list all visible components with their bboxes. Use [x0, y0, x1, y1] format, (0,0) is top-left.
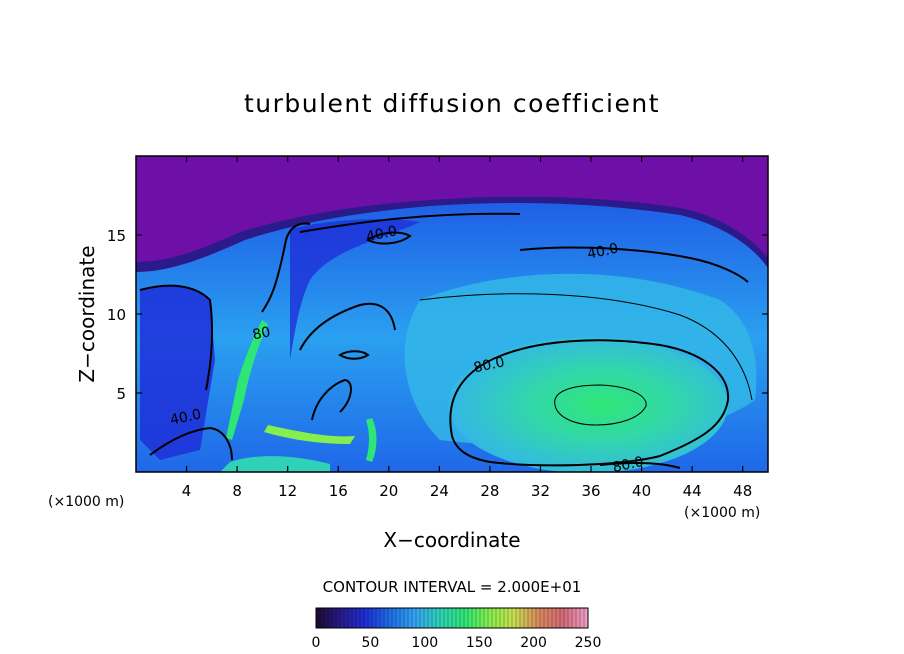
x-tick-label: 40 [632, 482, 651, 500]
contour-label: 40.0 [365, 223, 399, 245]
green-core [448, 337, 728, 472]
contour-line [299, 212, 521, 233]
colorbar-tick-label: 150 [466, 635, 493, 651]
colorbar: 0 50 100 150 200 250 [312, 607, 602, 651]
x-tick-label: 32 [531, 482, 550, 500]
contour-label: 40.0 [586, 241, 620, 263]
contour-line [149, 426, 233, 461]
contour-label: 40.0 [169, 406, 203, 428]
x-tick-label: 4 [182, 482, 192, 500]
contour-line [311, 378, 352, 421]
x-tick-label: 20 [379, 482, 398, 500]
contour-lines [139, 212, 753, 469]
y-tick-label: 5 [116, 385, 126, 403]
x-tick-label: 16 [329, 482, 348, 500]
y-tick-label: 10 [107, 306, 126, 324]
x-tick-label: 8 [232, 482, 242, 500]
colorbar-ticks: 0 50 100 150 200 250 [312, 635, 602, 651]
right-streak [366, 418, 377, 462]
x-tick-label: 44 [683, 482, 702, 500]
colorbar-tick-label: 0 [312, 635, 321, 651]
plot-area: 40.0 40.0 80.0 80.0 40.0 80 [136, 156, 768, 476]
x-unit-left: (×1000 m) [48, 494, 124, 510]
contour-line [261, 222, 311, 313]
contour-line [299, 302, 396, 351]
colorbar-tick-label: 100 [411, 635, 438, 651]
lower-green-blob [220, 456, 330, 472]
chart-title: turbulent diffusion coefficient [244, 89, 660, 118]
x-tick-label: 24 [430, 482, 449, 500]
contour-label: 80 [251, 324, 272, 343]
contour-line [519, 246, 749, 283]
contour-line [419, 293, 753, 401]
contour-label: 80.0 [611, 454, 645, 476]
updraft-streak [226, 320, 268, 440]
colorbar-tick-label: 200 [520, 635, 547, 651]
contour-line [554, 384, 647, 426]
x-tick-label: 28 [480, 482, 499, 500]
x-tick-label: 12 [278, 482, 297, 500]
x-axis-ticks: 4 8 12 16 20 24 28 32 36 40 44 48 [182, 156, 752, 500]
contour-labels: 40.0 40.0 80.0 80.0 40.0 80 [169, 223, 645, 476]
contour-label: 80.0 [472, 354, 506, 376]
x-unit-right: (×1000 m) [684, 505, 760, 521]
contour-interval: CONTOUR INTERVAL = 2.000E+01 [323, 578, 582, 596]
y-axis-title: Z−coordinate [75, 245, 99, 382]
upper-left-region [140, 285, 215, 460]
colorbar-strip [315, 607, 589, 629]
contour-line [366, 231, 412, 245]
lower-streak [264, 425, 355, 444]
colorbar-tick-label: 250 [575, 635, 602, 651]
contour-line [599, 462, 681, 469]
x-tick-label: 36 [581, 482, 600, 500]
contour-line [139, 284, 214, 391]
x-tick-label: 48 [733, 482, 752, 500]
colorbar-stripes [319, 608, 585, 628]
updraft-region [290, 219, 420, 360]
contour-line [338, 350, 370, 360]
y-tick-label: 15 [107, 227, 126, 245]
x-axis-title: X−coordinate [383, 528, 520, 552]
colorbar-tick-label: 50 [361, 635, 379, 651]
y-axis-ticks: 5 10 15 [107, 227, 768, 403]
contour-line [449, 339, 730, 467]
